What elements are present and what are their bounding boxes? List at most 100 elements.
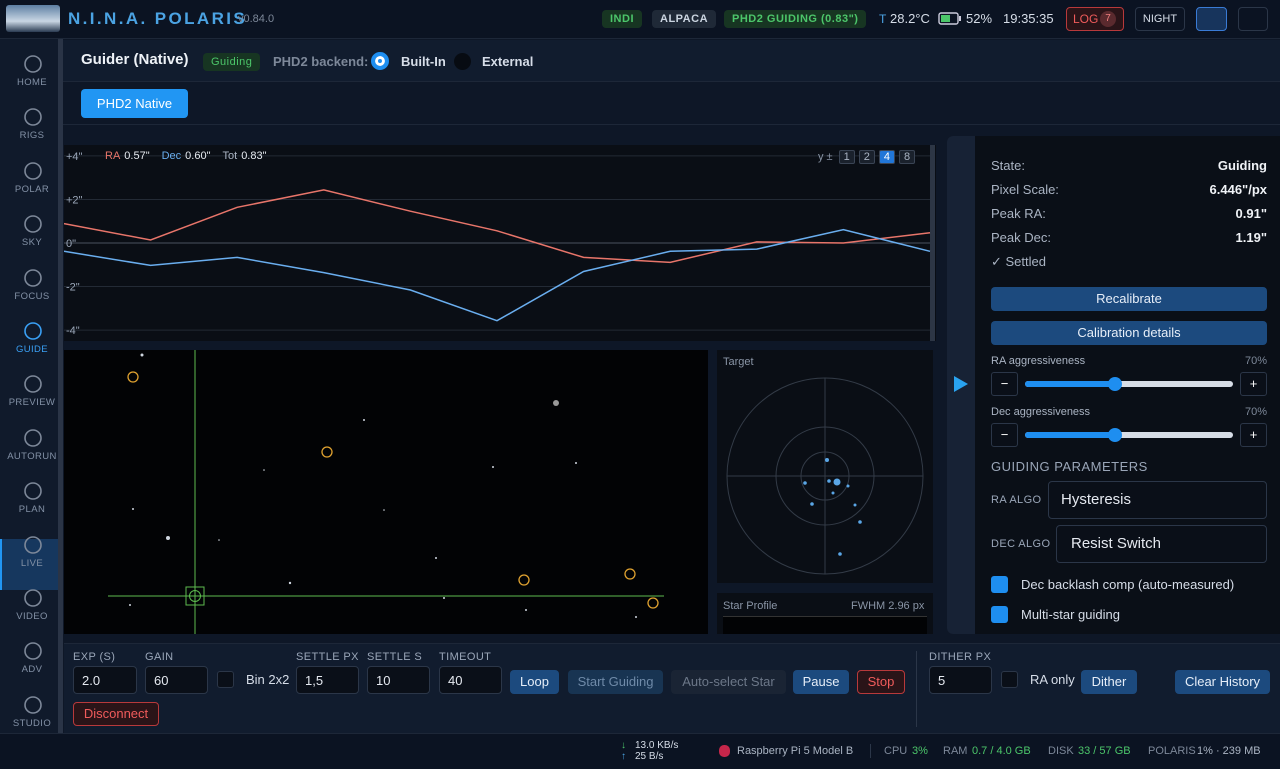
dither-input[interactable]: 5 bbox=[929, 666, 992, 694]
sidebar-icon bbox=[24, 55, 42, 73]
radio[interactable] bbox=[454, 53, 471, 70]
plus-button[interactable]: + bbox=[1240, 372, 1267, 396]
scale-button[interactable]: 1 bbox=[838, 150, 855, 164]
minus-button[interactable]: − bbox=[991, 372, 1018, 396]
stop-button[interactable]: Stop bbox=[857, 670, 905, 694]
dither-button[interactable]: Dither bbox=[1081, 670, 1137, 694]
ra-algo-select[interactable]: Hysteresis bbox=[1048, 481, 1267, 519]
series-line bbox=[64, 228, 931, 322]
recalibrate-button[interactable]: Recalibrate bbox=[991, 287, 1267, 311]
sidebar-label[interactable]: ADV bbox=[21, 664, 43, 676]
sidebar-label[interactable]: AUTORUN bbox=[7, 450, 57, 462]
sidebar-label[interactable]: LIVE bbox=[20, 557, 44, 569]
start-button[interactable]: Start Guiding bbox=[568, 670, 663, 694]
y-tick-label: -4" bbox=[66, 325, 80, 337]
exp-select[interactable]: 2.0 bbox=[73, 666, 137, 694]
pause-button[interactable]: Pause bbox=[793, 670, 849, 694]
legend-value: 0.57" bbox=[124, 150, 150, 162]
icon-shape bbox=[24, 535, 42, 554]
fullscreen-button[interactable] bbox=[1196, 7, 1227, 31]
sidebar-label[interactable]: PLAN bbox=[18, 504, 46, 516]
checkbox[interactable] bbox=[217, 671, 234, 688]
backend-option[interactable]: External bbox=[482, 54, 534, 69]
slider-track bbox=[1025, 432, 1233, 438]
logo bbox=[6, 5, 60, 32]
expand-icon[interactable] bbox=[953, 376, 969, 392]
scale-button[interactable]: 8 bbox=[898, 150, 916, 164]
status-value: 0.91" bbox=[1235, 206, 1267, 221]
status-value: Guiding bbox=[1217, 158, 1267, 173]
sidebar bbox=[0, 39, 58, 733]
settled: ✓ Settled bbox=[991, 254, 1046, 269]
checkbox-checked[interactable] bbox=[991, 576, 1008, 593]
dec-algo-select[interactable]: Resist Switch bbox=[1056, 525, 1267, 563]
night-button[interactable]: NIGHT bbox=[1135, 7, 1185, 31]
icon-shape bbox=[24, 642, 42, 661]
slider-thumb[interactable] bbox=[1108, 428, 1123, 442]
checkbox-checked[interactable] bbox=[991, 606, 1008, 623]
sidebar-label[interactable]: RIGS bbox=[19, 130, 45, 142]
sidebar-label[interactable]: SKY bbox=[21, 237, 43, 249]
pi-icon bbox=[719, 745, 730, 757]
scale-selector: y ± 1 2 4 8 bbox=[818, 150, 919, 164]
sidebar-label[interactable]: GUIDE bbox=[15, 344, 49, 355]
sidebar-icon bbox=[24, 375, 42, 394]
loop-button[interactable]: Loop bbox=[510, 670, 559, 694]
scale-button[interactable]: 4 bbox=[878, 150, 895, 164]
status-key: State: bbox=[991, 158, 1025, 173]
legend-name: RA bbox=[105, 150, 121, 162]
disconnect-button[interactable]: Disconnect bbox=[73, 702, 159, 726]
timeout-input[interactable]: 40 bbox=[439, 666, 502, 694]
sidebar-label[interactable]: VIDEO bbox=[16, 611, 48, 622]
footer bbox=[0, 733, 1280, 769]
backend-label: PHD2 backend: bbox=[273, 54, 369, 69]
field-label: SETTLE S bbox=[367, 651, 423, 663]
backend-option[interactable]: Built-In bbox=[401, 54, 446, 69]
minus-button[interactable]: − bbox=[991, 423, 1018, 447]
icon-shape bbox=[24, 322, 42, 340]
plus-button[interactable]: + bbox=[1240, 423, 1267, 447]
star-profile-title: Star Profile bbox=[723, 600, 778, 612]
radio-checked[interactable] bbox=[371, 52, 389, 70]
checkbox[interactable] bbox=[1001, 671, 1018, 688]
temp-prefix: T bbox=[879, 12, 887, 26]
slider-track bbox=[1025, 381, 1233, 387]
slider-fill bbox=[1025, 381, 1116, 387]
lock-button[interactable] bbox=[1238, 7, 1268, 31]
y-tick-label: 0" bbox=[66, 238, 76, 250]
sidebar-icon bbox=[24, 482, 42, 500]
settle-px-input[interactable]: 1,5 bbox=[296, 666, 359, 694]
sidebar-label[interactable]: FOCUS bbox=[14, 290, 50, 302]
target-plot bbox=[717, 350, 933, 583]
status-value: 6.446"/px bbox=[1209, 182, 1267, 197]
field-label: DITHER PX bbox=[929, 651, 992, 663]
ram: 0.7 / 4.0 GB bbox=[972, 745, 1031, 757]
tab[interactable]: PHD2 Native bbox=[81, 89, 188, 118]
sidebar-label[interactable]: STUDIO bbox=[12, 717, 52, 729]
clear-history-button[interactable]: Clear History bbox=[1175, 670, 1270, 694]
calibration-button[interactable]: Calibration details bbox=[991, 321, 1267, 345]
sidebar-icon bbox=[24, 695, 42, 714]
fwhm: FWHM 2.96 px bbox=[851, 600, 925, 612]
auto-select-button[interactable]: Auto-select Star bbox=[671, 670, 786, 694]
battery: 52% bbox=[966, 11, 993, 26]
separator bbox=[870, 744, 871, 758]
sidebar-label[interactable]: HOME bbox=[16, 77, 48, 88]
y-tick-label: +2" bbox=[66, 194, 83, 206]
icon-shape bbox=[24, 695, 42, 714]
slider-thumb[interactable] bbox=[1108, 377, 1123, 391]
sidebar-label[interactable]: POLAR bbox=[14, 183, 50, 195]
gain-select[interactable]: 60 bbox=[145, 666, 208, 694]
sidebar-icon bbox=[24, 642, 42, 661]
settle-s-input[interactable]: 10 bbox=[367, 666, 430, 694]
badge: ALPACA bbox=[652, 10, 717, 28]
disk-label: DISK bbox=[1048, 745, 1074, 757]
field-label: TIMEOUT bbox=[439, 651, 492, 663]
scale-button[interactable]: 2 bbox=[858, 150, 875, 164]
ra-only-label: RA only bbox=[1030, 672, 1075, 687]
slider-value: 70% bbox=[1244, 406, 1267, 418]
sidebar-label[interactable]: PREVIEW bbox=[8, 397, 56, 409]
icon-shape bbox=[24, 268, 42, 287]
